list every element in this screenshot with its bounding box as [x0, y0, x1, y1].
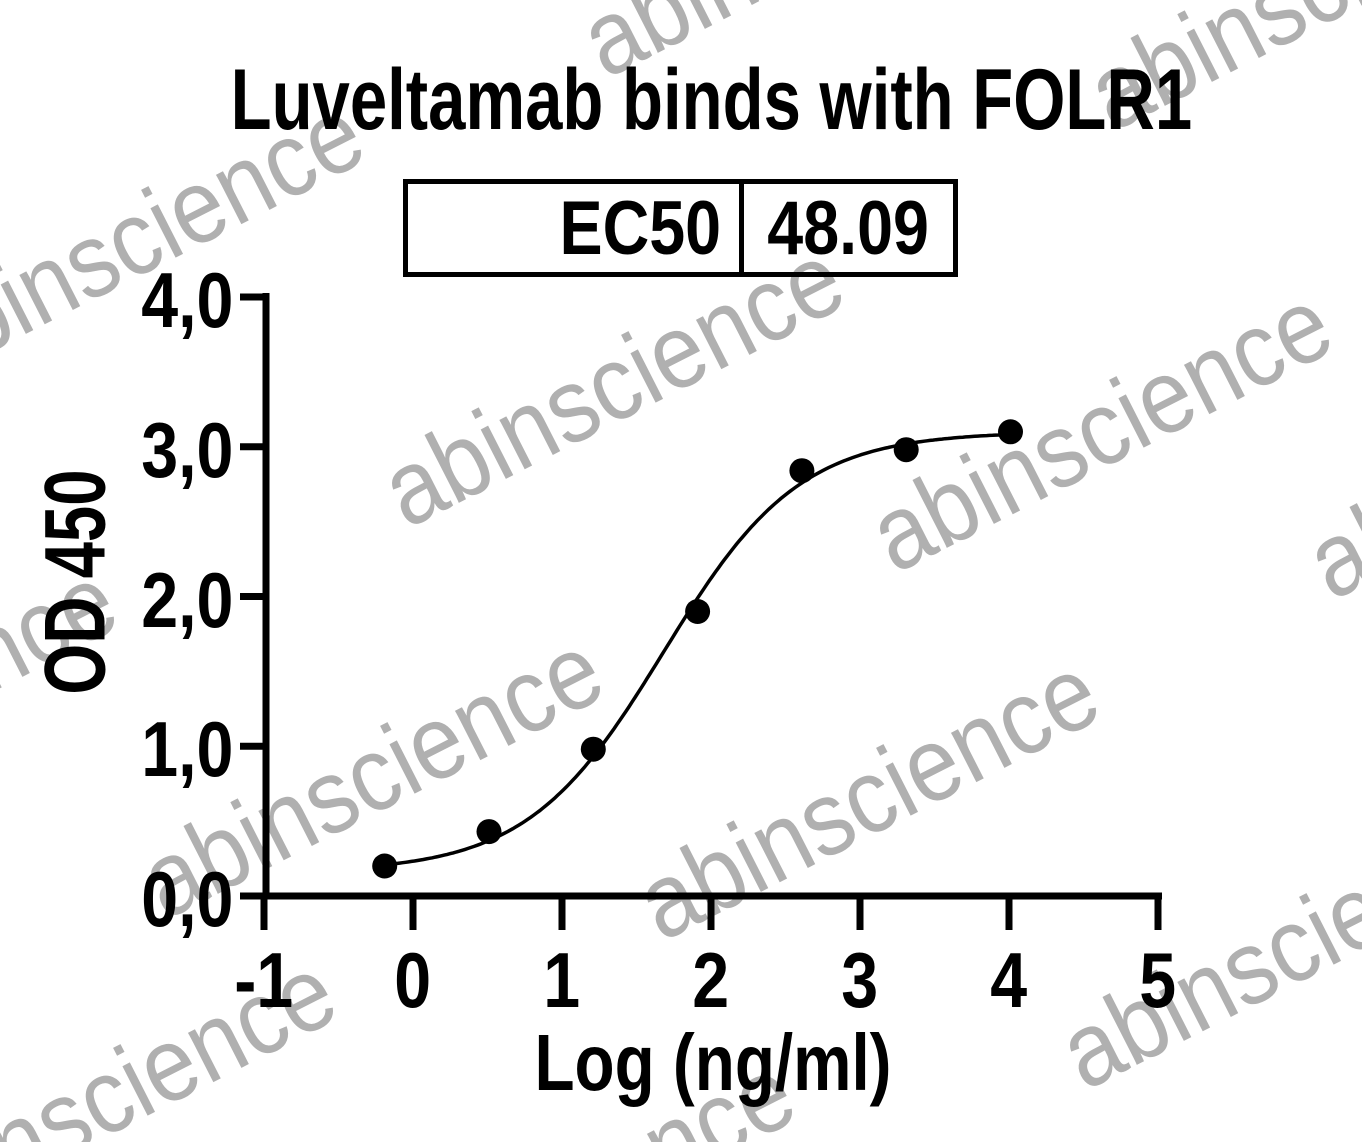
x-tick-label: 3	[841, 936, 879, 1024]
data-point	[372, 853, 398, 879]
x-axis-title-text: Log (ng/ml)	[534, 1018, 892, 1107]
x-tick-label: 0	[394, 936, 432, 1024]
y-tick-label: 2,0	[140, 555, 233, 644]
data-point	[476, 819, 502, 845]
chart-title-text: Luveltamab binds with FOLR1	[230, 52, 1192, 148]
x-tick-label: 2	[692, 936, 730, 1024]
ec50-table: EC50 48.09	[403, 179, 958, 277]
y-tick-label: 0,0	[140, 855, 233, 943]
ec50-label-cell: EC50	[408, 184, 739, 272]
y-tick-label: 1,0	[140, 705, 233, 794]
fit-curve	[382, 432, 1016, 867]
y-tick-label: 4,0	[140, 256, 233, 344]
x-tick-label: 4	[990, 936, 1028, 1024]
x-tick-label: 5	[1139, 936, 1177, 1024]
data-point	[580, 736, 606, 762]
ec50-value-cell: 48.09	[744, 184, 953, 272]
x-axis-title: Log (ng/ml)	[495, 1017, 930, 1109]
data-point	[998, 419, 1023, 445]
ec50-label: EC50	[559, 185, 721, 271]
ec50-table-divider	[739, 184, 744, 272]
data-point	[893, 437, 919, 463]
data-point	[685, 599, 711, 624]
x-tick-label: 1	[543, 936, 581, 1024]
data-point	[789, 458, 815, 484]
chart-title: Luveltamab binds with FOLR1	[86, 52, 1336, 148]
y-tick-label: 3,0	[140, 405, 233, 494]
ec50-value: 48.09	[767, 185, 930, 271]
x-tick-label: -1	[234, 936, 294, 1024]
